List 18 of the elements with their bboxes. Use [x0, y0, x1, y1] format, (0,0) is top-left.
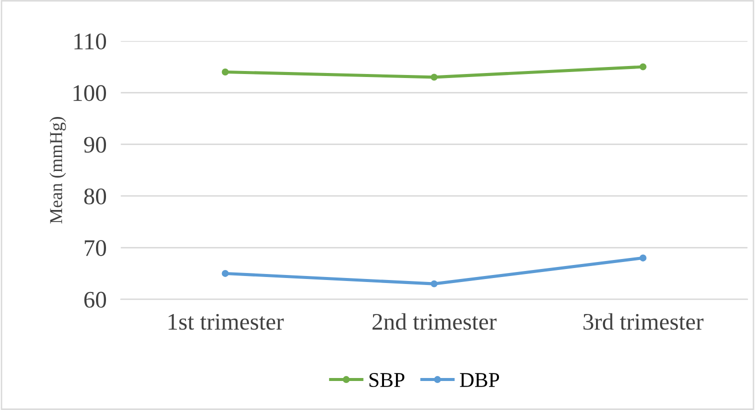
legend-label: SBP [370, 373, 404, 388]
y-tick-label: 60 [84, 292, 106, 308]
point [430, 74, 438, 81]
x-tick-label: 1st trimester [168, 314, 284, 330]
legend-label: DBP [460, 373, 500, 387]
y-tick-label: 100 [74, 85, 106, 102]
x-tick-label: 3rd trimester [583, 313, 704, 330]
y-axis-title: Mean (mmHg) [50, 117, 66, 224]
point [640, 63, 646, 70]
point [430, 280, 438, 288]
point [640, 254, 646, 262]
y-tick-label: 110 [74, 33, 106, 50]
y-tick-label: 70 [84, 240, 106, 256]
x-tick-label: 2nd trimester [372, 313, 497, 330]
point [222, 270, 229, 277]
y-tick-label: 90 [84, 136, 106, 153]
point [222, 68, 229, 76]
y-tick-label: 80 [84, 188, 106, 204]
